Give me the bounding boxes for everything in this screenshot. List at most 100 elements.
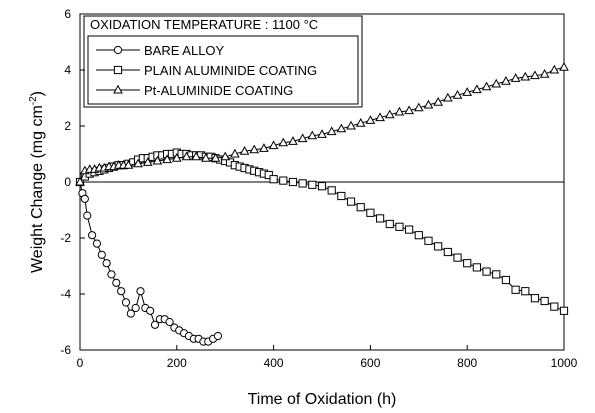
- series-0-point-13: [131, 303, 140, 313]
- series-2-point-16: [181, 151, 192, 161]
- series-1-point-59: [453, 253, 462, 262]
- series-2-point-37: [384, 109, 395, 119]
- series-2-point-45: [462, 87, 473, 96]
- y-axis-title-end: ): [29, 91, 46, 96]
- axis-ticks: 0 200 400 600 800 1000 -6 -4 -2 0 2 4 6: [60, 7, 577, 370]
- series-1-point-60: [463, 259, 472, 268]
- series-2-point-54: [549, 64, 560, 74]
- series-0-point-11: [121, 298, 131, 307]
- series-1-point-39: [264, 170, 273, 180]
- series-1-point-68: [540, 296, 549, 306]
- series-0-point-12: [126, 309, 135, 318]
- x-tick-label-3: 600: [360, 356, 380, 370]
- series-2-point-0: [75, 176, 85, 186]
- series-1-point-44: [308, 180, 317, 189]
- series-1-point-58: [443, 247, 452, 257]
- series-2-point-39: [404, 105, 414, 115]
- series-2-point-31: [326, 126, 337, 136]
- y-tick-label-0: -6: [60, 343, 71, 357]
- series-0-point-20: [165, 317, 174, 327]
- y-tick-label-2: -2: [60, 231, 71, 245]
- series-2-point-29: [307, 130, 318, 140]
- series-1-point-70: [559, 306, 569, 315]
- series-0-point-6: [97, 250, 106, 259]
- series-1-point-41: [279, 176, 288, 185]
- series-0-point-3: [83, 211, 92, 220]
- series-1-point-52: [385, 219, 394, 229]
- legend-label-2: Pt-ALUMINIDE COATING: [144, 83, 293, 98]
- series-2-point-14: [162, 154, 172, 164]
- series-2-point-23: [249, 144, 260, 154]
- series-1-point-64: [501, 275, 511, 285]
- series-2-point-18: [200, 152, 211, 162]
- series-1-point-40: [269, 175, 278, 184]
- series-2-point-55: [559, 61, 569, 71]
- series-1-point-62: [482, 267, 491, 276]
- series-1-point-65: [511, 285, 520, 294]
- legend-label-1: PLAIN ALUMINIDE COATING: [144, 63, 317, 78]
- x-tick-label-2: 400: [264, 356, 284, 370]
- y-tick-label-6: 6: [64, 7, 71, 21]
- x-tick-label-0: 0: [77, 356, 84, 370]
- series-0-point-16: [146, 306, 155, 315]
- temperature-annotation: OXIDATION TEMPERATURE : 1100 °C: [90, 17, 318, 32]
- series-0-point-4: [88, 231, 97, 240]
- y-tick-label-3: 0: [64, 175, 71, 189]
- legend-outer-box: [83, 15, 363, 108]
- series-2-point-44: [452, 89, 463, 99]
- series-1-point-55: [414, 231, 423, 240]
- series-2-point-19: [210, 152, 221, 162]
- series-1-point-67: [530, 294, 540, 303]
- series-1-point-45: [317, 182, 327, 191]
- series-2-point-50: [510, 73, 521, 82]
- series-2-point-36: [375, 112, 385, 122]
- series-2-point-41: [423, 99, 434, 109]
- legend-inner-box: [87, 35, 359, 105]
- legend-marker-1: [113, 65, 123, 75]
- series-0-point-17: [150, 320, 160, 329]
- series-1-point-48: [346, 197, 356, 206]
- series-2-point-15: [171, 152, 182, 162]
- series-2-point-42: [433, 96, 444, 106]
- series-2-point-53: [539, 68, 550, 78]
- series-1-point-51: [375, 214, 385, 223]
- series-2-point-21: [230, 148, 240, 158]
- series-1-point-66: [521, 287, 530, 296]
- series-0-point-10: [117, 287, 126, 296]
- series-2-point-32: [336, 123, 347, 133]
- series-0-point-2: [80, 194, 89, 203]
- series-1-point-57: [434, 242, 443, 251]
- legend-marker-0: [113, 45, 123, 55]
- series-2-point-48: [491, 78, 502, 88]
- series-2-point-11: [133, 158, 143, 168]
- series-2-point-43: [442, 92, 453, 102]
- series-2-point-33: [346, 120, 356, 130]
- series-2-point-26: [278, 137, 289, 147]
- series-2-point-25: [268, 140, 279, 150]
- legend-marker-2: [113, 84, 123, 94]
- series-1-point-56: [424, 236, 433, 245]
- series-0-point-9: [112, 278, 121, 287]
- series-1-point-61: [472, 263, 481, 272]
- series-2-point-49: [501, 75, 511, 85]
- series-0-point-7: [102, 259, 111, 268]
- x-tick-label-4: 800: [457, 356, 477, 370]
- series-1-point-43: [298, 179, 307, 188]
- legend-label-0: BARE ALLOY: [144, 43, 225, 58]
- series-2-point-20: [220, 151, 231, 161]
- x-tick-label-1: 200: [167, 356, 187, 370]
- series-1-point-42: [288, 177, 298, 187]
- series-2: [75, 61, 569, 186]
- series-2-point-38: [394, 106, 405, 116]
- series-2-point-40: [413, 102, 424, 112]
- y-tick-label-5: 4: [64, 63, 71, 77]
- series-layer: [75, 61, 569, 346]
- series-1-point-69: [550, 302, 559, 311]
- series-0-point-30: [213, 331, 223, 341]
- series-2-point-47: [481, 81, 492, 91]
- y-axis-title-main: Weight Change (mg cm: [29, 105, 46, 273]
- y-axis-title: Weight Change (mg cm-2): [28, 91, 46, 273]
- series-1-point-49: [356, 203, 365, 212]
- series-2-point-12: [142, 157, 153, 166]
- legend: OXIDATION TEMPERATURE : 1100 °C BARE ALL…: [83, 15, 363, 108]
